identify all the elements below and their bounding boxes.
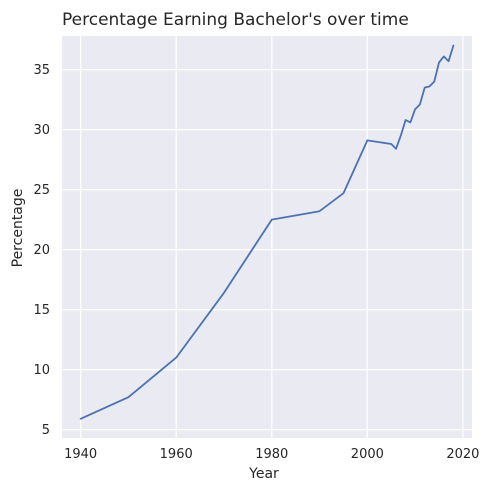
x-tick-label-1960: 1960 [160, 447, 193, 462]
y-tick-label-25: 25 [33, 183, 50, 198]
x-tick-label-1940: 1940 [64, 447, 97, 462]
x-axis-label: Year [248, 466, 279, 482]
grid [62, 36, 472, 438]
y-axis-label: Percentage [10, 189, 26, 268]
series-layer [79, 44, 455, 420]
series-line-0 [79, 44, 455, 420]
y-tick-label-10: 10 [33, 363, 50, 378]
y-tick-label-30: 30 [33, 123, 50, 138]
plot-background [62, 36, 472, 438]
x-tick-label-2020: 2020 [446, 447, 479, 462]
y-tick-label-35: 35 [33, 63, 50, 78]
y-tick-label-20: 20 [33, 243, 50, 258]
x-tick-label-2000: 2000 [351, 447, 384, 462]
chart-title: Percentage Earning Bachelor's over time [62, 10, 409, 30]
x-tick-label-1980: 1980 [255, 447, 288, 462]
y-tick-label-5: 5 [42, 423, 50, 438]
tick-labels: 1940 1960 1980 2000 2020 5 10 15 20 25 30 35 [33, 63, 479, 462]
y-tick-label-15: 15 [33, 303, 50, 318]
